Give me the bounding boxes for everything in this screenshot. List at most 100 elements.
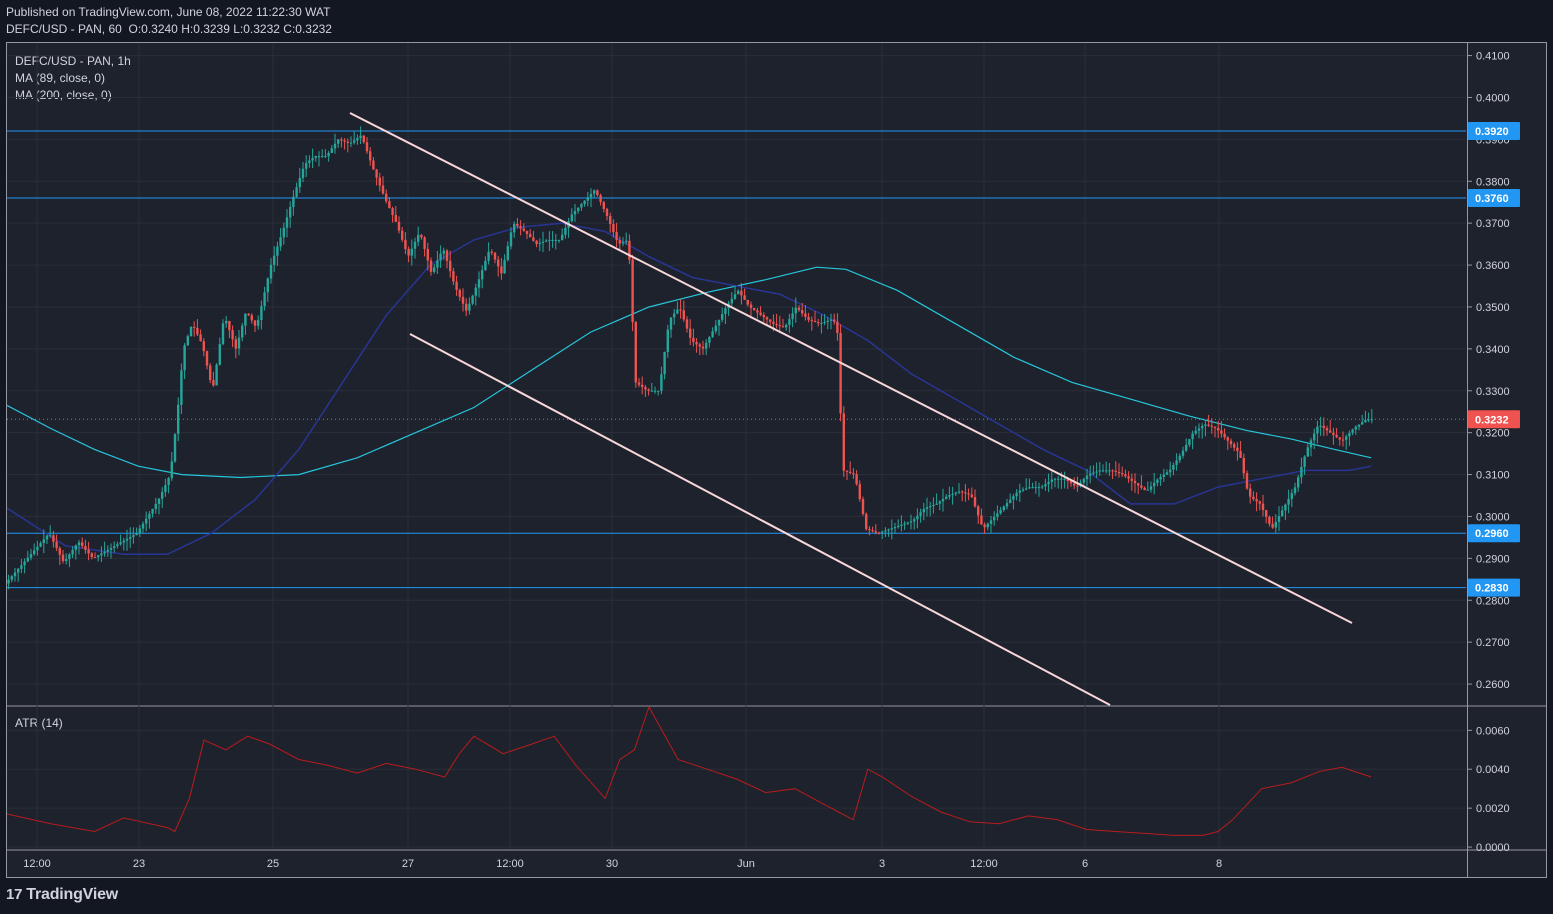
candle-down bbox=[839, 333, 842, 414]
candle-down bbox=[250, 315, 253, 321]
candle-up bbox=[13, 572, 17, 577]
candle-down bbox=[628, 240, 631, 260]
candle-up bbox=[170, 461, 173, 479]
candle-down bbox=[532, 237, 535, 241]
candle-down bbox=[842, 413, 845, 471]
candle-up bbox=[666, 329, 669, 352]
candle-down bbox=[685, 319, 689, 329]
candle-up bbox=[1025, 488, 1028, 490]
candle-up bbox=[474, 287, 477, 296]
candle-down bbox=[631, 259, 634, 323]
candle-up bbox=[820, 323, 823, 325]
candle-up bbox=[669, 317, 673, 330]
candle-up bbox=[513, 223, 516, 233]
level-price-tag bbox=[1468, 121, 1520, 140]
candle-up bbox=[922, 508, 925, 513]
candle-up bbox=[1316, 426, 1319, 434]
candle-up bbox=[410, 248, 413, 256]
candle-up bbox=[948, 494, 951, 497]
candle-up bbox=[1361, 422, 1364, 425]
candle-up bbox=[788, 319, 791, 325]
candle-down bbox=[493, 252, 497, 260]
candle-up bbox=[113, 546, 116, 548]
candle-up bbox=[218, 344, 221, 365]
candle-down bbox=[641, 384, 644, 388]
candle-up bbox=[125, 538, 129, 541]
candle-up bbox=[1287, 498, 1290, 505]
candle-up bbox=[141, 523, 145, 529]
candle-up bbox=[557, 239, 561, 241]
y-tick-label: 0.3100 bbox=[1476, 470, 1510, 482]
candle-up bbox=[916, 515, 919, 520]
candle-up bbox=[282, 227, 285, 238]
x-tick-label: 12:00 bbox=[970, 858, 998, 870]
candle-down bbox=[1249, 488, 1252, 497]
candle-up bbox=[129, 536, 132, 539]
candle-down bbox=[1111, 470, 1114, 472]
candle-up bbox=[1300, 466, 1303, 478]
candle-up bbox=[893, 527, 897, 529]
legend-ma89: MA (89, close, 0) bbox=[15, 71, 106, 85]
candle-up bbox=[711, 331, 714, 338]
candle-up bbox=[132, 535, 135, 537]
candle-down bbox=[817, 322, 820, 324]
candle-up bbox=[1351, 429, 1354, 433]
candle-down bbox=[874, 531, 877, 533]
candle-down bbox=[849, 471, 852, 473]
candle-up bbox=[119, 542, 122, 545]
candle-down bbox=[781, 326, 785, 328]
y-tick-label: 0.3200 bbox=[1476, 428, 1510, 440]
candle-up bbox=[1153, 482, 1156, 487]
candle-down bbox=[756, 310, 759, 313]
candle-up bbox=[177, 404, 180, 434]
candle-up bbox=[417, 234, 420, 242]
candle-up bbox=[138, 528, 141, 534]
candle-down bbox=[964, 492, 967, 494]
candle-down bbox=[647, 389, 650, 391]
candle-down bbox=[449, 260, 452, 272]
candle-up bbox=[1201, 426, 1204, 429]
candle-up bbox=[333, 143, 337, 149]
level-price-label: 0.2960 bbox=[1475, 528, 1509, 540]
candle-down bbox=[404, 239, 407, 249]
candle-up bbox=[903, 523, 906, 525]
candle-up bbox=[509, 232, 513, 247]
x-tick-label: 25 bbox=[267, 858, 279, 870]
candle-down bbox=[407, 248, 410, 256]
candle-down bbox=[394, 214, 397, 222]
candle-up bbox=[36, 546, 39, 551]
candle-up bbox=[45, 535, 49, 540]
candle-up bbox=[20, 565, 23, 569]
y-tick-label: 0.3500 bbox=[1476, 302, 1510, 314]
candle-down bbox=[596, 190, 599, 196]
candle-down bbox=[1245, 473, 1249, 489]
candle-up bbox=[1028, 487, 1031, 489]
chart-frame[interactable]: DEFC/USD - PAN, 1h MA (89, close, 0) MA … bbox=[6, 42, 1547, 878]
candle-down bbox=[973, 497, 977, 507]
candle-down bbox=[1114, 470, 1117, 472]
candle-up bbox=[145, 518, 148, 524]
candle-up bbox=[890, 528, 893, 530]
candle-up bbox=[324, 156, 327, 158]
candle-up bbox=[673, 313, 676, 318]
x-tick-label: 3 bbox=[879, 858, 885, 870]
candle-up bbox=[122, 540, 125, 543]
candle-down bbox=[343, 140, 346, 142]
candle-up bbox=[1367, 419, 1370, 421]
candle-up bbox=[705, 342, 708, 349]
candle-down bbox=[1265, 510, 1268, 517]
candle-up bbox=[1044, 484, 1047, 487]
candle-up bbox=[881, 531, 884, 533]
candle-down bbox=[420, 234, 423, 238]
candle-up bbox=[1012, 496, 1015, 500]
candle-up bbox=[68, 554, 71, 560]
level-price-label: 0.2830 bbox=[1475, 583, 1509, 595]
candle-up bbox=[663, 351, 666, 375]
price-chart[interactable]: 0.41000.40000.39000.38000.37000.36000.35… bbox=[7, 43, 1546, 877]
candle-up bbox=[1095, 471, 1098, 473]
atr-y-tick-label: 0.0020 bbox=[1476, 803, 1510, 815]
candle-up bbox=[279, 237, 282, 247]
candle-down bbox=[871, 530, 874, 532]
candle-down bbox=[247, 313, 250, 316]
candle-down bbox=[983, 524, 986, 528]
